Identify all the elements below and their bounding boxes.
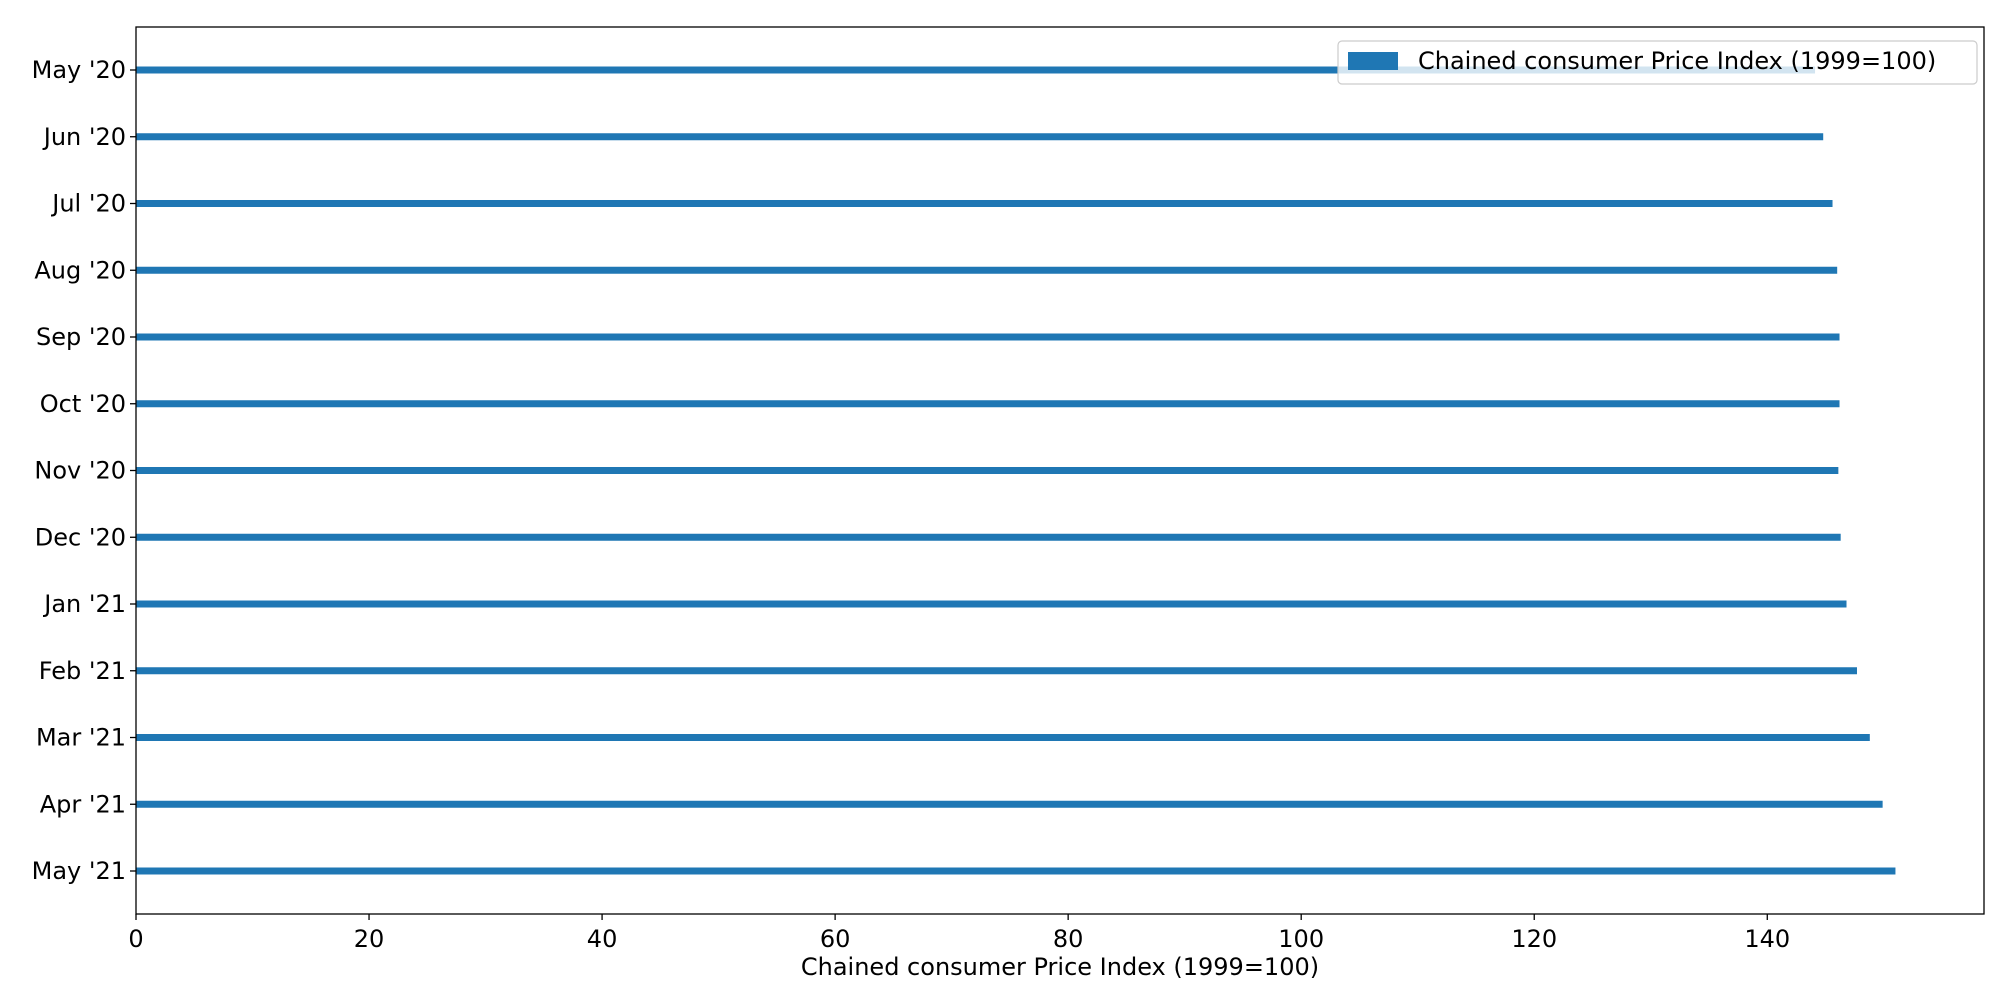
y-tick-label: Oct '20 <box>40 390 126 418</box>
y-tick-label: Mar '21 <box>36 724 126 752</box>
legend: Chained consumer Price Index (1999=100) <box>1337 40 1978 85</box>
legend-label: Chained consumer Price Index (1999=100) <box>1418 47 1936 75</box>
x-tick-label: 80 <box>1053 925 1084 953</box>
legend-box <box>1337 40 1978 85</box>
x-tick-label: 20 <box>354 925 385 953</box>
x-tick-label: 40 <box>587 925 618 953</box>
y-tick-label: Feb '21 <box>39 657 126 685</box>
bar-12 <box>136 867 1896 875</box>
bar-10 <box>136 734 1870 741</box>
bar-7 <box>136 533 1841 541</box>
y-axis: May '20 Jun '20 Jul '20 Aug '20 Sep '20 Oct '… <box>32 56 136 885</box>
x-axis-title: Chained consumer Price Index (1999=100) <box>801 953 1319 981</box>
x-tick-label: 120 <box>1511 925 1557 953</box>
bar-0 <box>136 66 1816 74</box>
x-axis: 0 20 40 60 80 100 120 140 <box>128 914 1790 953</box>
bars-layer <box>136 66 1896 875</box>
bar-9 <box>136 667 1857 675</box>
x-tick-label: 100 <box>1278 925 1324 953</box>
y-tick-label: Jun '20 <box>42 123 126 151</box>
legend-swatch <box>1348 52 1398 70</box>
y-tick-label: Jul '20 <box>50 190 126 218</box>
y-tick-label: Sep '20 <box>36 323 126 351</box>
y-tick-label: Apr '21 <box>40 790 126 818</box>
bar-4 <box>136 333 1840 341</box>
y-tick-label: Dec '20 <box>35 523 126 551</box>
bar-2 <box>136 200 1833 207</box>
bar-5 <box>136 400 1840 408</box>
bar-8 <box>136 600 1847 608</box>
bar-6 <box>136 467 1839 474</box>
y-tick-label: Aug '20 <box>34 256 126 284</box>
x-tick-label: 60 <box>820 925 851 953</box>
y-tick-label: Nov '20 <box>34 457 126 485</box>
y-tick-label: Jan '21 <box>42 590 126 618</box>
x-tick-label: 0 <box>128 925 143 953</box>
bar-3 <box>136 266 1838 274</box>
y-tick-label: May '21 <box>32 857 126 885</box>
bar-11 <box>136 800 1883 808</box>
x-tick-label: 140 <box>1744 925 1790 953</box>
bar-1 <box>136 133 1824 141</box>
y-tick-label: May '20 <box>32 56 126 84</box>
